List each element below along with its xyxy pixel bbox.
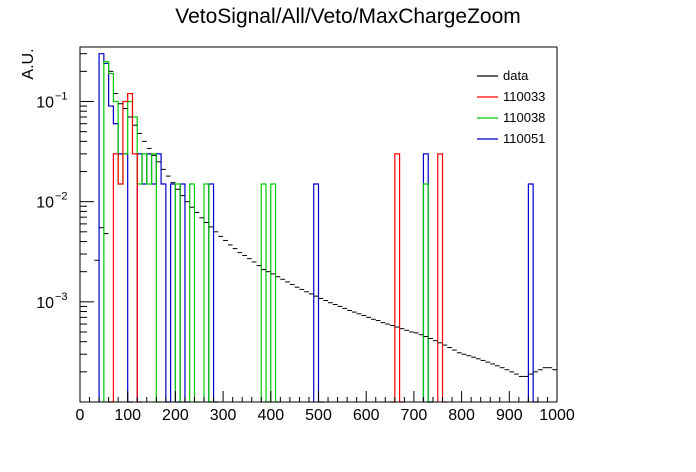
legend-entry-110051: 110051 — [477, 131, 545, 146]
x-tick-label: 200 — [162, 407, 189, 424]
series-110033-histogram — [108, 92, 448, 403]
y-tick-exponent: −2 — [55, 191, 68, 203]
series-110038-histogram — [103, 61, 433, 403]
x-tick-label: 800 — [448, 407, 475, 424]
y-tick-label: 10 — [36, 94, 54, 111]
x-tick-label: 500 — [305, 407, 332, 424]
legend-entry-110038: 110038 — [477, 110, 545, 125]
series-110051-histogram — [98, 53, 538, 403]
legend-entry-110033: 110033 — [477, 89, 545, 104]
series-data-markers — [94, 70, 557, 377]
x-tick-label: 900 — [496, 407, 523, 424]
chart-title: VetoSignal/All/Veto/MaxChargeZoom — [175, 5, 521, 28]
axes: 0 100 200 300 400 500 600 700 800 900 100010−310−2… — [36, 46, 575, 424]
x-tick-label: 300 — [210, 407, 237, 424]
x-tick-label: 100 — [114, 407, 141, 424]
x-tick-label: 1000 — [539, 407, 575, 424]
legend-label: 110051 — [503, 131, 545, 146]
legend-label: 110038 — [503, 110, 545, 125]
x-tick-label: 0 — [76, 407, 85, 424]
series-layer — [94, 53, 557, 403]
legend-label: data — [503, 68, 529, 83]
legend-entry-data: data — [477, 68, 529, 83]
x-tick-label: 700 — [401, 407, 428, 424]
y-tick-exponent: −3 — [55, 291, 68, 303]
legend: data 110033 110038 110051 — [477, 68, 545, 146]
y-axis-label: A.U. — [20, 48, 37, 79]
x-tick-label: 400 — [257, 407, 284, 424]
y-tick-label: 10 — [36, 195, 54, 212]
y-tick-exponent: −1 — [55, 90, 68, 102]
legend-label: 110033 — [503, 89, 545, 104]
x-tick-label: 600 — [353, 407, 380, 424]
y-tick-label: 10 — [36, 295, 54, 312]
